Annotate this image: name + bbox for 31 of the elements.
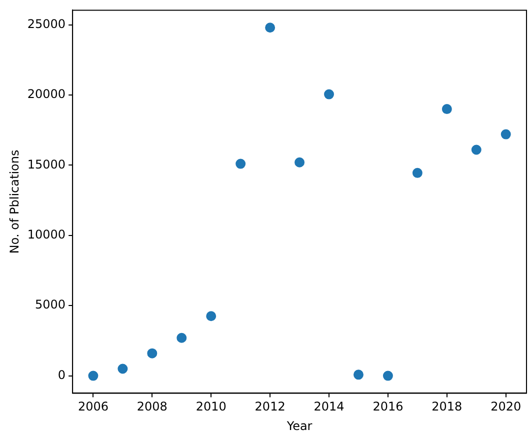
x-tick-label: 2018 [432, 400, 462, 414]
point [294, 157, 305, 168]
x-tick-label: 2010 [196, 400, 226, 414]
y-axis-title: No. of Pblications [7, 150, 22, 254]
x-tick-label: 2012 [254, 400, 286, 414]
point [353, 370, 364, 380]
y-tick-label: 10000 [27, 228, 66, 242]
point [88, 370, 98, 381]
y-tick-label: 25000 [27, 16, 66, 31]
point [382, 370, 393, 381]
y-tick-label: 20000 [27, 87, 66, 102]
y-tick-label: 0 [58, 368, 66, 382]
point [176, 332, 187, 343]
x-tick-label: 2006 [78, 400, 108, 414]
point [471, 144, 482, 155]
point [206, 311, 216, 322]
y-tick-label: 5000 [35, 298, 66, 312]
point [442, 104, 452, 114]
x-tick-label: 2008 [136, 400, 168, 414]
x-tick-label: 2014 [314, 400, 344, 414]
y-tick-label: 15000 [27, 157, 66, 172]
point [412, 168, 422, 178]
point [265, 22, 276, 33]
point [118, 364, 128, 374]
point [324, 89, 334, 100]
x-tick-label: 2016 [372, 400, 404, 414]
point [147, 348, 158, 358]
point [236, 158, 246, 169]
x-tick-label: 2020 [490, 400, 522, 414]
point [500, 129, 511, 140]
x-axis-title: Year [286, 418, 312, 433]
